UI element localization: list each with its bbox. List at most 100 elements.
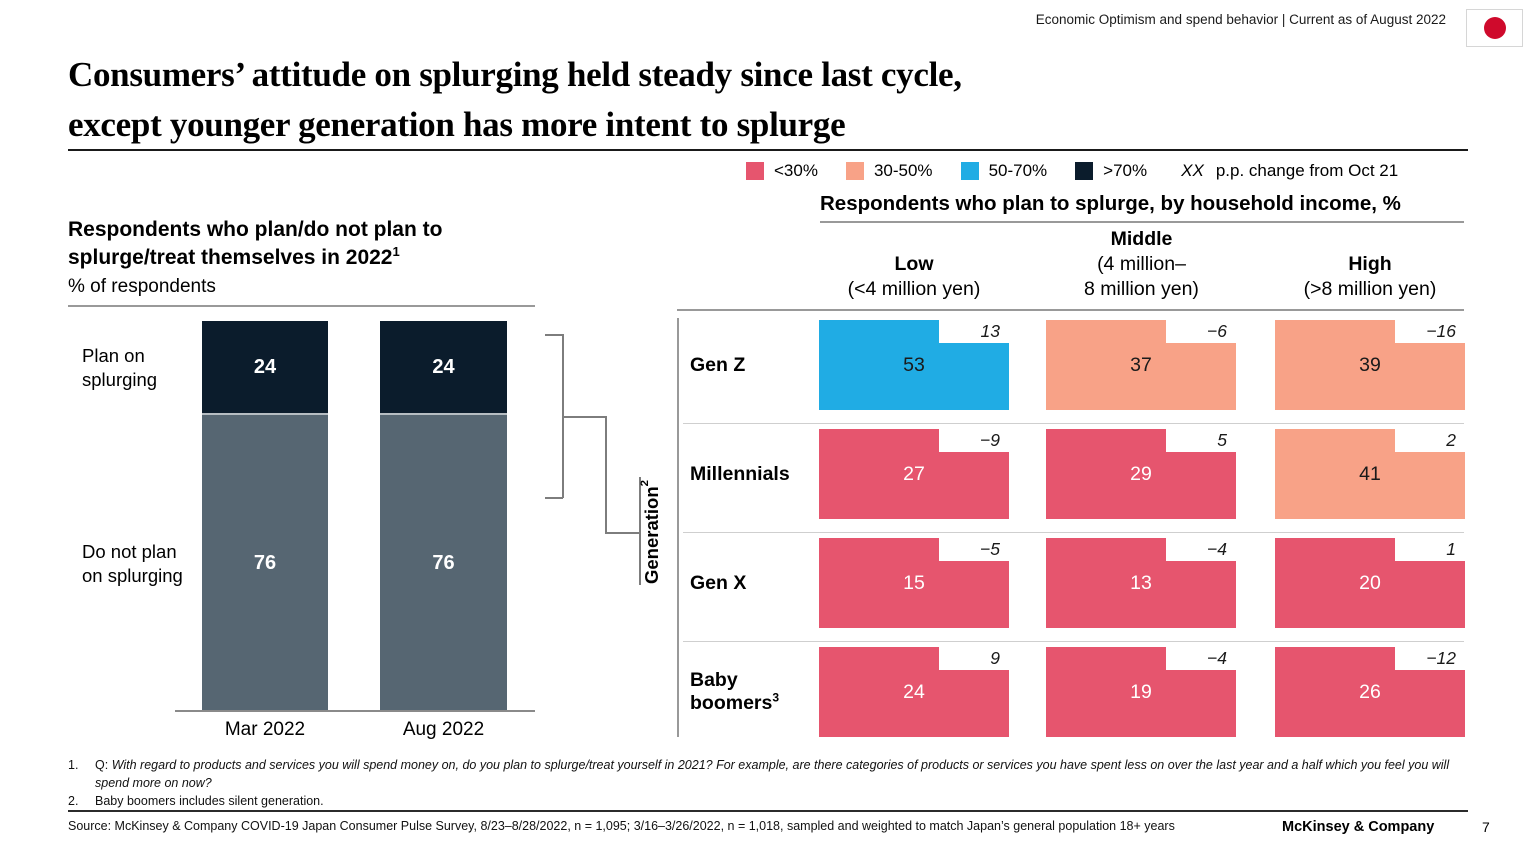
legend-label: >70% bbox=[1103, 161, 1148, 180]
pp-change-notch: 9 bbox=[939, 647, 1009, 670]
title-divider bbox=[68, 149, 1468, 151]
page-title-line1: Consumers’ attitude on splurging held st… bbox=[68, 55, 962, 94]
matrix-cell: 29 5 bbox=[1046, 429, 1236, 519]
cell-value: 26 bbox=[1359, 680, 1381, 703]
pp-change-notch: 13 bbox=[939, 320, 1009, 343]
row-label: Gen X bbox=[690, 571, 747, 594]
left-chart-title: Respondents who plan/do not plan to splu… bbox=[68, 216, 548, 272]
bar-value: 24 bbox=[432, 355, 455, 378]
column-header-divider bbox=[677, 309, 1464, 311]
pp-change-value: 5 bbox=[1217, 430, 1227, 450]
brand-logo-text: McKinsey & Company bbox=[1282, 819, 1435, 835]
matrix-cell: 53 13 bbox=[819, 320, 1009, 410]
cell-value: 41 bbox=[1359, 462, 1381, 485]
japan-flag-icon bbox=[1466, 9, 1523, 47]
segment-label-plan: Plan on splurging bbox=[82, 345, 158, 390]
pp-change-notch: −6 bbox=[1166, 320, 1236, 343]
bar-segment-plan: 24 bbox=[202, 321, 328, 413]
legend-swatch-blue bbox=[960, 162, 979, 180]
footnote-marker: 1. bbox=[68, 758, 79, 772]
column-header-middle: Middle (4 million– 8 million yen) bbox=[1084, 228, 1199, 300]
matrix-cell: 37 −6 bbox=[1046, 320, 1236, 410]
x-axis-line bbox=[175, 710, 535, 712]
legend: <30% 30-50% 50-70% >70% XX p.p. change f… bbox=[746, 161, 1398, 181]
segment-label-no-plan: Do not plan on splurging bbox=[82, 541, 183, 586]
row-label: Baby boomers3 bbox=[690, 669, 780, 714]
cell-value: 15 bbox=[903, 571, 925, 594]
matrix-cell: 39 −16 bbox=[1275, 320, 1465, 410]
matrix-row-millennials: Millennials 27 −9 29 5 41 2 bbox=[0, 429, 1536, 519]
pp-change-value: −5 bbox=[980, 539, 1000, 559]
generation-axis-line bbox=[639, 477, 641, 585]
matrix-cell: 20 1 bbox=[1275, 538, 1465, 628]
cell-value: 13 bbox=[1130, 571, 1152, 594]
x-tick-aug-2022: Aug 2022 bbox=[402, 719, 485, 740]
bar-value: 76 bbox=[253, 552, 277, 574]
legend-label: 50-70% bbox=[988, 161, 1048, 180]
stacked-bar-mar-2022: 24 76 bbox=[202, 321, 328, 712]
pp-change-value: −6 bbox=[1207, 321, 1227, 341]
japan-flag-circle bbox=[1483, 17, 1506, 39]
footnote-2: 2. Baby boomers includes silent generati… bbox=[68, 793, 1468, 811]
pp-change-value: 9 bbox=[990, 648, 1000, 668]
bracket-tick-top bbox=[545, 334, 563, 336]
source-divider bbox=[68, 810, 1468, 812]
row-separator bbox=[683, 641, 1464, 642]
footnote-1: 1. Q: With regard to products and servic… bbox=[68, 757, 1468, 792]
pp-change-value: −4 bbox=[1207, 648, 1227, 668]
legend-item: >70% bbox=[1075, 161, 1147, 181]
source-text: Source: McKinsey & Company COVID-19 Japa… bbox=[68, 819, 1175, 833]
cell-value: 29 bbox=[1130, 462, 1152, 485]
footnote-ref-1: 1 bbox=[392, 244, 400, 259]
matrix-cell: 26 −12 bbox=[1275, 647, 1465, 737]
right-chart-title-divider bbox=[820, 221, 1464, 223]
cell-value: 24 bbox=[903, 680, 925, 703]
cell-value: 53 bbox=[903, 353, 925, 376]
pp-change-value: −12 bbox=[1426, 648, 1456, 668]
matrix-cell: 27 −9 bbox=[819, 429, 1009, 519]
pp-change-notch: −4 bbox=[1166, 538, 1236, 561]
matrix-cell: 41 2 bbox=[1275, 429, 1465, 519]
bar-value: 24 bbox=[253, 355, 277, 378]
row-label: Gen Z bbox=[690, 353, 746, 376]
matrix-cell: 24 9 bbox=[819, 647, 1009, 737]
bar-segment-no-plan: 76 bbox=[380, 413, 507, 712]
x-tick-mar-2022: Mar 2022 bbox=[224, 719, 306, 740]
matrix-cell: 15 −5 bbox=[819, 538, 1009, 628]
panel-vertical-divider bbox=[677, 318, 679, 737]
pp-change-value: −9 bbox=[980, 430, 1000, 450]
pp-change-value: −4 bbox=[1207, 539, 1227, 559]
footnote-ref-3: 3 bbox=[772, 690, 780, 705]
legend-change-label: p.p. change from Oct 21 bbox=[1215, 161, 1399, 180]
cell-value: 39 bbox=[1359, 353, 1381, 376]
pp-change-notch: −16 bbox=[1395, 320, 1465, 343]
row-separator bbox=[683, 423, 1464, 424]
bracket-connector-h2 bbox=[605, 532, 640, 534]
pp-change-value: 1 bbox=[1446, 539, 1456, 559]
legend-item: 30-50% bbox=[845, 161, 933, 181]
cell-value: 27 bbox=[903, 462, 925, 485]
column-header-high: High (>8 million yen) bbox=[1303, 253, 1437, 300]
pp-change-notch: 5 bbox=[1166, 429, 1236, 452]
row-label: Millennials bbox=[690, 462, 790, 485]
pp-change-notch: −9 bbox=[939, 429, 1009, 452]
legend-label: <30% bbox=[774, 161, 818, 180]
column-header-low: Low (<4 million yen) bbox=[847, 253, 981, 300]
footnote-text: Q: With regard to products and services … bbox=[95, 758, 1450, 790]
left-chart-divider bbox=[68, 305, 535, 307]
cell-value: 37 bbox=[1130, 353, 1152, 376]
pp-change-notch: −12 bbox=[1395, 647, 1465, 670]
footnote-text: Baby boomers includes silent generation. bbox=[95, 794, 324, 808]
footnote-marker: 2. bbox=[68, 794, 79, 808]
bar-segment-no-plan: 76 bbox=[202, 413, 328, 712]
pp-change-notch: 1 bbox=[1395, 538, 1465, 561]
pp-change-value: 2 bbox=[1446, 430, 1456, 450]
left-chart-subtitle: % of respondents bbox=[68, 276, 216, 297]
page-number: 7 bbox=[1482, 819, 1490, 835]
bracket-tick-bottom bbox=[545, 497, 563, 499]
pp-change-notch: −4 bbox=[1166, 647, 1236, 670]
legend-item: 50-70% bbox=[960, 161, 1048, 181]
matrix-cell: 19 −4 bbox=[1046, 647, 1236, 737]
legend-swatch-salmon bbox=[845, 162, 864, 180]
